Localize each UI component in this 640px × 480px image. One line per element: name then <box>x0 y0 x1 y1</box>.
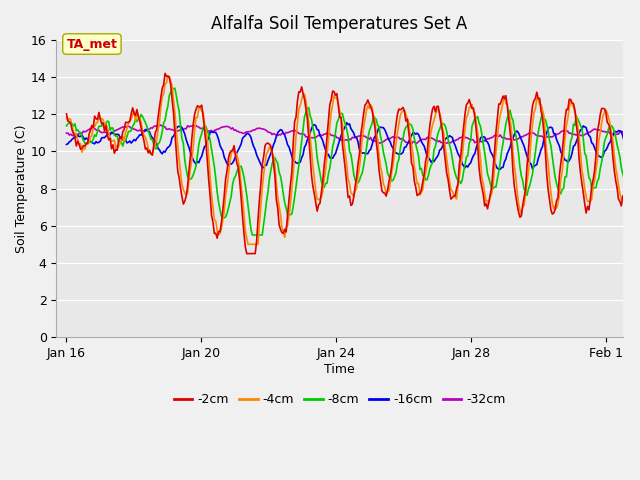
-32cm <box>408 141 415 147</box>
Line: -2cm: -2cm <box>67 73 639 253</box>
Line: -8cm: -8cm <box>67 88 639 235</box>
-32cm <box>468 137 476 143</box>
-2cm <box>581 201 589 206</box>
-4cm <box>636 116 640 122</box>
-4cm <box>257 204 265 209</box>
-4cm <box>581 186 589 192</box>
-2cm <box>384 187 392 193</box>
-32cm <box>236 130 244 135</box>
-4cm <box>384 189 392 195</box>
-2cm <box>636 115 640 120</box>
-8cm <box>468 123 476 129</box>
-4cm <box>236 167 244 173</box>
-8cm <box>236 164 244 169</box>
-16cm <box>234 147 242 153</box>
-4cm <box>244 241 252 247</box>
-16cm <box>484 139 492 145</box>
-2cm <box>243 251 251 256</box>
-2cm <box>468 106 476 111</box>
-4cm <box>164 73 172 79</box>
-2cm <box>236 178 244 184</box>
-2cm <box>161 71 169 76</box>
Legend: -2cm, -4cm, -8cm, -16cm, -32cm: -2cm, -4cm, -8cm, -16cm, -32cm <box>168 388 511 411</box>
-32cm <box>63 130 70 136</box>
-8cm <box>248 232 256 238</box>
-8cm <box>257 232 265 238</box>
-16cm <box>343 120 351 126</box>
-4cm <box>485 200 493 206</box>
-16cm <box>254 155 262 161</box>
-4cm <box>468 101 476 107</box>
-16cm <box>63 142 70 147</box>
-8cm <box>171 85 179 91</box>
-2cm <box>63 111 70 117</box>
-16cm <box>497 167 504 172</box>
-8cm <box>581 150 589 156</box>
-32cm <box>485 136 493 142</box>
-16cm <box>581 124 589 130</box>
-16cm <box>382 130 390 136</box>
Line: -4cm: -4cm <box>67 76 639 244</box>
-16cm <box>467 160 474 166</box>
-32cm <box>255 125 263 131</box>
-8cm <box>636 140 640 146</box>
-32cm <box>581 132 589 137</box>
X-axis label: Time: Time <box>324 362 355 376</box>
-8cm <box>63 123 70 129</box>
-4cm <box>63 115 70 120</box>
Text: TA_met: TA_met <box>67 37 117 50</box>
-2cm <box>485 198 493 204</box>
-32cm <box>382 137 390 143</box>
Line: -16cm: -16cm <box>67 123 639 169</box>
-8cm <box>485 175 493 181</box>
-2cm <box>257 181 265 187</box>
Line: -32cm: -32cm <box>67 125 639 144</box>
-32cm <box>157 122 164 128</box>
-32cm <box>636 129 640 134</box>
Title: Alfalfa Soil Temperatures Set A: Alfalfa Soil Temperatures Set A <box>211 15 468 33</box>
-16cm <box>636 151 640 156</box>
-8cm <box>384 170 392 176</box>
Y-axis label: Soil Temperature (C): Soil Temperature (C) <box>15 124 28 253</box>
